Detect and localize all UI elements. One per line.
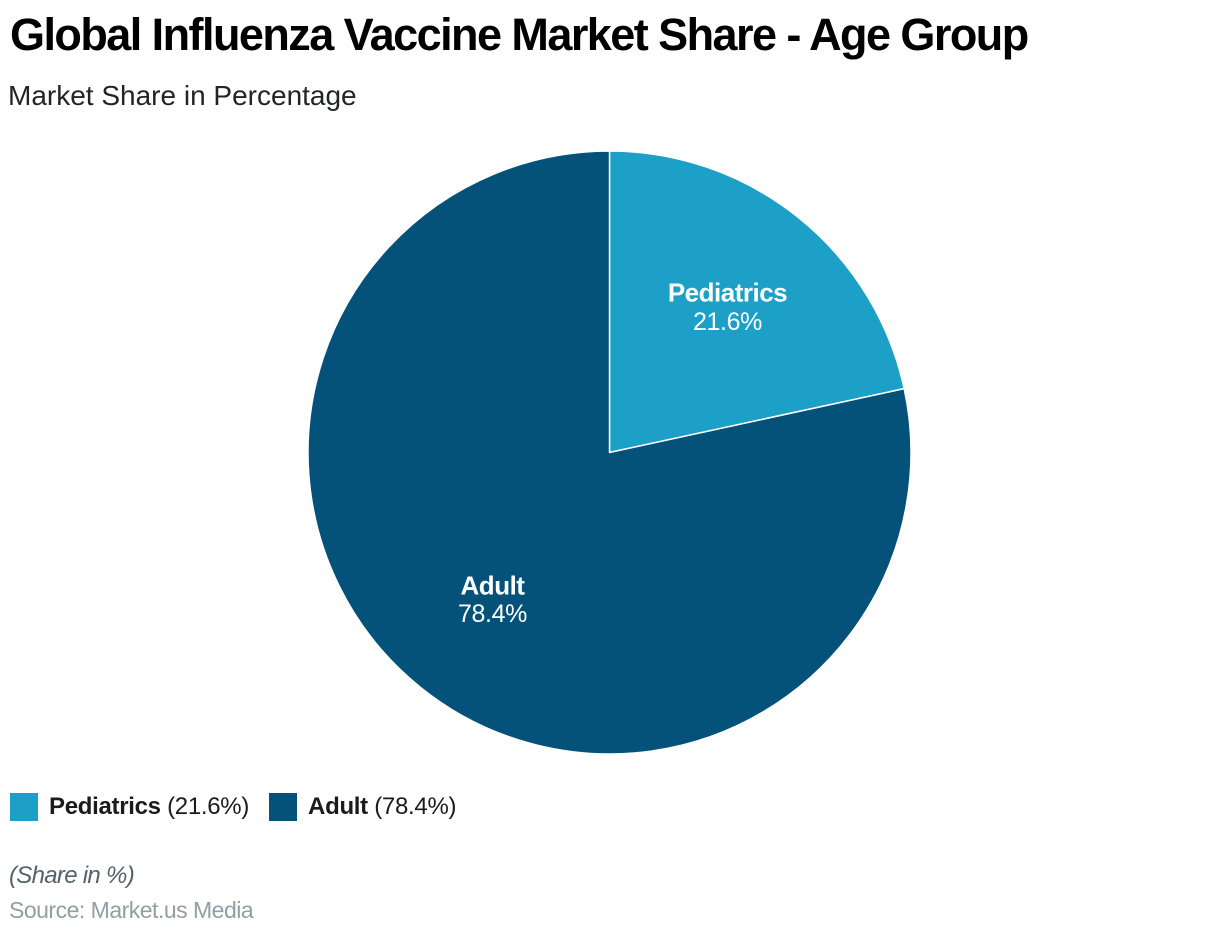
svg-text:Pediatrics: Pediatrics <box>668 278 787 308</box>
svg-text:78.4%: 78.4% <box>458 600 527 628</box>
svg-text:Adult: Adult <box>461 571 526 601</box>
svg-text:21.6%: 21.6% <box>693 308 762 336</box>
